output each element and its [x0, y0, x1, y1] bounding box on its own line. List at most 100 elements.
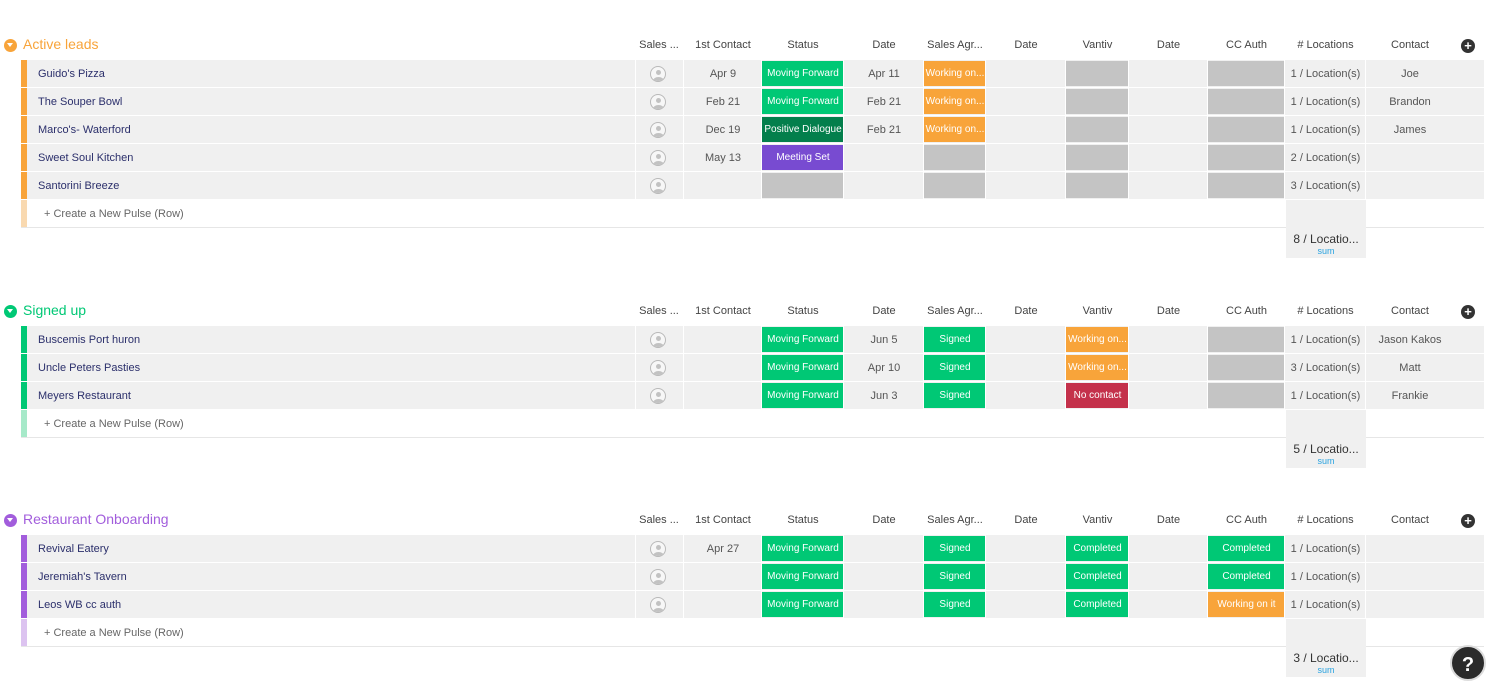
cc-auth-cell[interactable]: Completed — [1208, 536, 1285, 561]
contact-cell[interactable]: Brandon — [1389, 96, 1431, 108]
date3-cell[interactable] — [1129, 535, 1208, 563]
help-button[interactable]: ? — [1450, 645, 1486, 681]
sales-agr-cell[interactable]: Signed — [924, 592, 986, 617]
date2-cell[interactable] — [986, 591, 1066, 619]
column-header-1st-contact[interactable]: 1st Contact — [695, 39, 751, 51]
contact-cell[interactable]: Frankie — [1391, 390, 1429, 402]
column-header-date[interactable]: Date — [1156, 305, 1181, 317]
row-name[interactable]: Leos WB cc auth — [38, 599, 122, 611]
create-pulse-row[interactable]: + Create a New Pulse (Row) — [21, 619, 1484, 647]
person-avatar-icon[interactable] — [650, 122, 666, 138]
row-name[interactable]: Jeremiah's Tavern — [38, 571, 127, 583]
vantiv-cell[interactable]: No contact — [1066, 383, 1129, 408]
column-header-contact[interactable]: Contact — [1391, 39, 1429, 51]
person-avatar-icon[interactable] — [650, 541, 666, 557]
status-cell[interactable]: Moving Forward — [762, 383, 844, 408]
column-header-sales[interactable]: Sales ... — [639, 305, 679, 317]
person-avatar-icon[interactable] — [650, 66, 666, 82]
date1-cell[interactable]: Apr 10 — [867, 362, 901, 374]
table-row[interactable]: Jeremiah's Tavern Moving Forward Signed Com… — [21, 563, 1484, 591]
locations-cell[interactable]: 1 / Location(s) — [1290, 571, 1361, 583]
column-header-locations[interactable]: # Locations — [1297, 514, 1354, 526]
group-title[interactable]: Active leads — [23, 36, 99, 52]
row-name[interactable]: Revival Eatery — [38, 543, 109, 555]
column-header-vantiv[interactable]: Vantiv — [1082, 39, 1113, 51]
column-header-cc-auth[interactable]: CC Auth — [1226, 39, 1267, 51]
create-pulse-label[interactable]: + Create a New Pulse (Row) — [44, 208, 184, 220]
locations-cell[interactable]: 1 / Location(s) — [1290, 390, 1361, 402]
sales-agr-cell[interactable]: Signed — [924, 327, 986, 352]
person-avatar-icon[interactable] — [650, 360, 666, 376]
column-header-status[interactable]: Status — [787, 305, 819, 317]
contact-cell[interactable]: Joe — [1401, 68, 1419, 80]
column-header-sales[interactable]: Sales ... — [639, 39, 679, 51]
column-header-cc-auth[interactable]: CC Auth — [1226, 514, 1267, 526]
date3-cell[interactable] — [1129, 354, 1208, 382]
create-pulse-label[interactable]: + Create a New Pulse (Row) — [44, 418, 184, 430]
column-header-date[interactable]: Date — [1014, 514, 1038, 526]
person-avatar-icon[interactable] — [650, 332, 666, 348]
person-avatar-icon[interactable] — [650, 150, 666, 166]
table-row[interactable]: Leos WB cc auth Moving Forward Signed Compl… — [21, 591, 1484, 619]
column-header-date[interactable]: Date — [1014, 39, 1038, 51]
status-cell[interactable]: Meeting Set — [762, 145, 844, 170]
column-header-contact[interactable]: Contact — [1391, 305, 1429, 317]
date2-cell[interactable] — [986, 354, 1066, 382]
row-name[interactable]: The Souper Bowl — [38, 96, 123, 108]
date3-cell[interactable] — [1129, 88, 1208, 116]
sales-agr-cell[interactable]: Signed — [924, 355, 986, 380]
cc-auth-cell[interactable] — [1208, 173, 1285, 198]
first-contact-cell[interactable] — [684, 354, 762, 382]
date2-cell[interactable] — [986, 326, 1066, 354]
date1-cell[interactable]: Jun 3 — [870, 390, 898, 402]
cc-auth-cell[interactable] — [1208, 355, 1285, 380]
date3-cell[interactable] — [1129, 60, 1208, 88]
locations-cell[interactable]: 3 / Location(s) — [1290, 362, 1361, 374]
person-avatar-icon[interactable] — [650, 597, 666, 613]
date1-cell[interactable] — [844, 172, 924, 200]
column-header-sales-agr[interactable]: Sales Agr... — [927, 39, 983, 51]
person-avatar-icon[interactable] — [650, 388, 666, 404]
locations-cell[interactable]: 1 / Location(s) — [1290, 96, 1361, 108]
date1-cell[interactable] — [844, 591, 924, 619]
date3-cell[interactable] — [1129, 382, 1208, 410]
date1-cell[interactable]: Apr 11 — [868, 68, 900, 80]
status-cell[interactable]: Positive Dialogue — [762, 117, 844, 142]
column-header-locations[interactable]: # Locations — [1297, 39, 1354, 51]
vantiv-cell[interactable] — [1066, 61, 1129, 86]
date3-cell[interactable] — [1129, 591, 1208, 619]
first-contact-cell[interactable]: Apr 27 — [706, 543, 740, 555]
date2-cell[interactable] — [986, 88, 1066, 116]
column-header-date[interactable]: Date — [872, 39, 896, 51]
row-name[interactable]: Sweet Soul Kitchen — [38, 152, 134, 164]
vantiv-cell[interactable]: Completed — [1066, 536, 1129, 561]
column-header-date[interactable]: Date — [872, 514, 896, 526]
locations-cell[interactable]: 1 / Location(s) — [1290, 599, 1361, 611]
contact-cell[interactable]: Jason Kakos — [1378, 334, 1442, 346]
status-cell[interactable]: Moving Forward — [762, 592, 844, 617]
date2-cell[interactable] — [986, 172, 1066, 200]
column-header-1st-contact[interactable]: 1st Contact — [695, 514, 751, 526]
date3-cell[interactable] — [1129, 144, 1208, 172]
sales-agr-cell[interactable]: Working on... — [924, 61, 986, 86]
status-cell[interactable] — [762, 173, 844, 198]
table-row[interactable]: Uncle Peters Pasties Moving Forward Apr 10… — [21, 354, 1484, 382]
column-header-date[interactable]: Date — [872, 305, 896, 317]
person-avatar-icon[interactable] — [650, 569, 666, 585]
sales-agr-cell[interactable]: Signed — [924, 536, 986, 561]
group-title[interactable]: Restaurant Onboarding — [23, 511, 169, 527]
date2-cell[interactable] — [986, 144, 1066, 172]
status-cell[interactable]: Moving Forward — [762, 355, 844, 380]
vantiv-cell[interactable]: Completed — [1066, 592, 1129, 617]
column-header-date[interactable]: Date — [1156, 39, 1181, 51]
contact-cell[interactable] — [1366, 172, 1454, 200]
create-pulse-label[interactable]: + Create a New Pulse (Row) — [44, 627, 184, 639]
vantiv-cell[interactable] — [1066, 89, 1129, 114]
sales-agr-cell[interactable]: Signed — [924, 564, 986, 589]
add-column-icon[interactable]: + — [1461, 39, 1475, 53]
vantiv-cell[interactable] — [1066, 173, 1129, 198]
vantiv-cell[interactable]: Completed — [1066, 564, 1129, 589]
locations-cell[interactable]: 1 / Location(s) — [1290, 334, 1361, 346]
table-row[interactable]: The Souper Bowl Feb 21 Moving Forward Feb 2… — [21, 88, 1484, 116]
first-contact-cell[interactable]: May 13 — [704, 152, 742, 164]
